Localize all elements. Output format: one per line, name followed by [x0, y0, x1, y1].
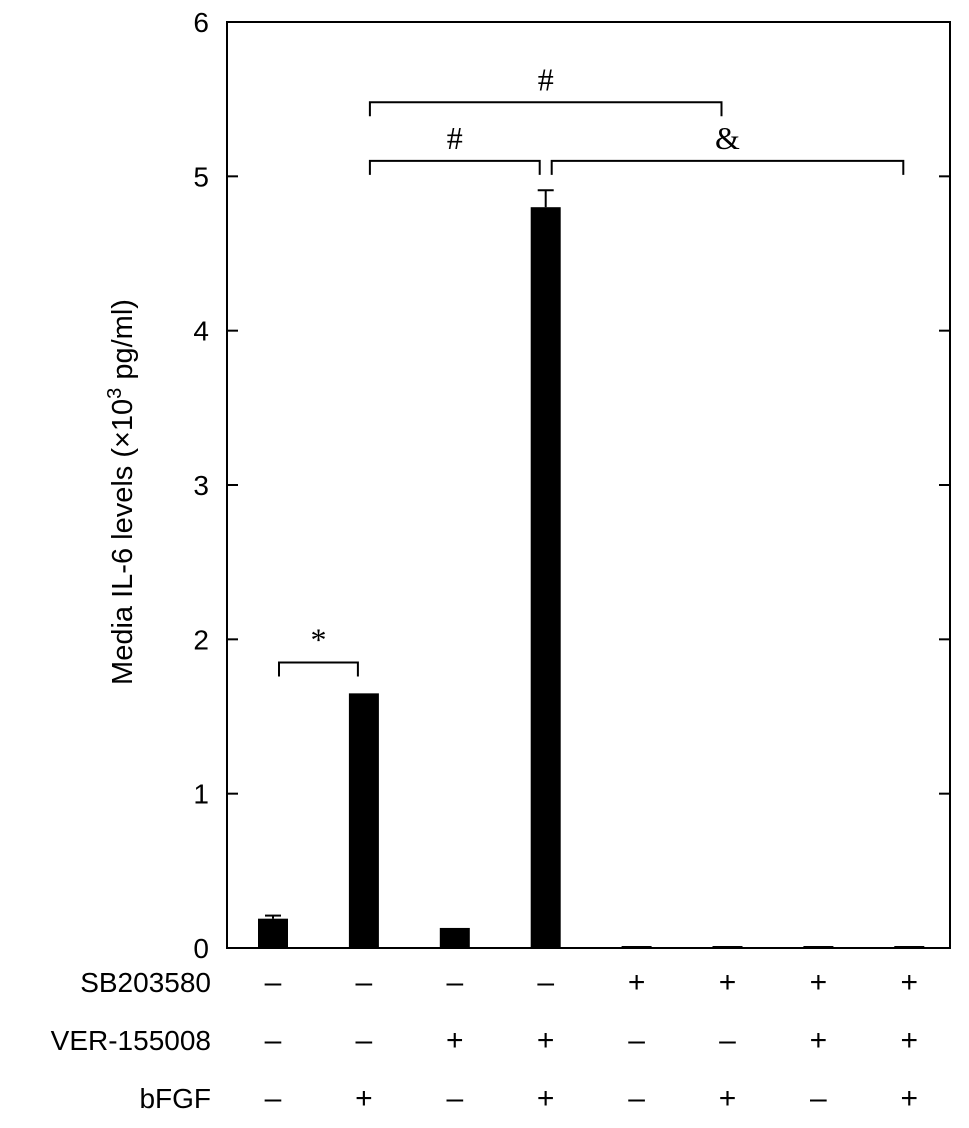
- condition-sign: +: [446, 1024, 464, 1057]
- significance-bracket-1: [278, 661, 359, 677]
- condition-sign: +: [901, 1024, 919, 1057]
- condition-sign: –: [265, 1024, 282, 1057]
- y-tick-label: 4: [193, 316, 209, 347]
- condition-sign: +: [537, 1082, 555, 1115]
- condition-sign: –: [628, 1024, 645, 1057]
- bar-3: [439, 927, 470, 948]
- significance-bracket-2: [368, 159, 541, 175]
- condition-sign: –: [628, 1082, 645, 1115]
- condition-sign: –: [356, 966, 373, 999]
- y-tick-label: 5: [193, 161, 209, 192]
- y-tick-label: 0: [193, 933, 209, 964]
- condition-sign: +: [901, 966, 919, 999]
- significance-label-3: #: [538, 61, 554, 97]
- significance-label-1: *: [310, 621, 326, 657]
- condition-label-ver-155008: VER-155008: [51, 1025, 211, 1056]
- bar-4: [530, 207, 561, 948]
- error-bars: [265, 189, 554, 919]
- bar-1: [258, 918, 288, 948]
- y-axis-title-tail: pg/ml): [107, 299, 139, 388]
- condition-sign: –: [810, 1082, 827, 1115]
- condition-sign: +: [901, 1082, 919, 1115]
- significance-bracket-3: [368, 101, 723, 117]
- y-tick-label: 1: [193, 779, 209, 810]
- condition-sign: –: [356, 1024, 373, 1057]
- condition-sign: –: [265, 966, 282, 999]
- y-tick-label: 6: [193, 7, 209, 38]
- plot-frame: [226, 21, 951, 949]
- significance-label-2: #: [447, 120, 463, 156]
- y-tick-label: 3: [193, 470, 209, 501]
- y-axis-title-sup: 3: [104, 388, 126, 399]
- y-tick-labels: 0 1 2 3 4 5 6: [193, 7, 209, 964]
- condition-sign: –: [537, 966, 554, 999]
- significance-bracket-4: [550, 159, 905, 175]
- condition-sign: +: [719, 1082, 737, 1115]
- condition-sign: –: [446, 966, 463, 999]
- condition-sign: +: [355, 1082, 373, 1115]
- condition-sign: –: [446, 1082, 463, 1115]
- y-tick-label: 2: [193, 624, 209, 655]
- condition-label-bfgf: bFGF: [139, 1083, 211, 1114]
- condition-sign: +: [719, 966, 737, 999]
- condition-label-sb203580: SB203580: [80, 967, 211, 998]
- condition-sign: +: [628, 966, 646, 999]
- significance-brackets: * # # &: [278, 61, 905, 677]
- significance-label-4: &: [715, 120, 740, 156]
- condition-sign: –: [719, 1024, 736, 1057]
- condition-sign: +: [537, 1024, 555, 1057]
- condition-table: SB203580 – – – – + + + + VER-155008 – – + + – – + + bFGF – +…: [51, 966, 918, 1115]
- condition-sign: +: [810, 966, 828, 999]
- y-axis-title-main: Media IL-6 levels (×10: [107, 399, 139, 685]
- y-axis-title: Media IL-6 levels (×103 pg/ml): [104, 299, 139, 685]
- bars: [258, 207, 925, 948]
- condition-sign: –: [265, 1082, 282, 1115]
- bar-2: [348, 693, 379, 948]
- condition-sign: +: [810, 1024, 828, 1057]
